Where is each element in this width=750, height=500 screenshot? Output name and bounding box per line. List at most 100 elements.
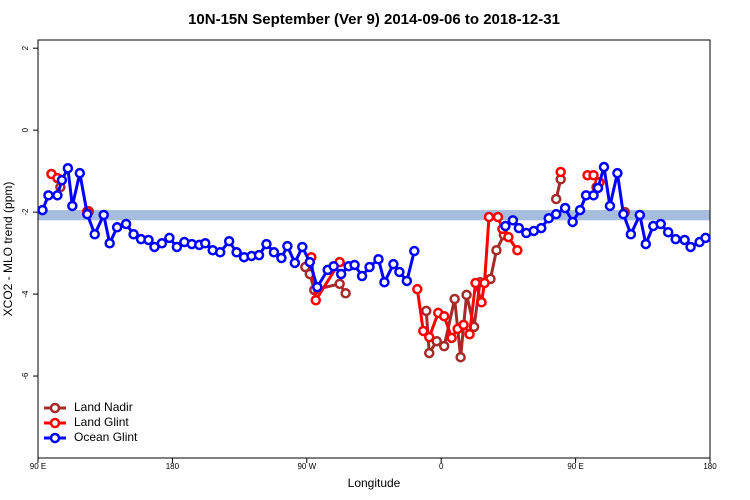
point	[297, 241, 308, 253]
point	[476, 297, 487, 308]
point	[379, 276, 390, 288]
point	[128, 228, 139, 240]
point	[310, 294, 322, 306]
point	[655, 218, 666, 230]
y-tick-label: -2	[21, 208, 30, 216]
point	[461, 289, 472, 301]
legend-marker	[49, 402, 61, 414]
point	[612, 167, 623, 179]
point	[598, 161, 610, 173]
point	[662, 226, 674, 238]
point	[289, 257, 301, 269]
point	[261, 238, 272, 250]
point	[164, 232, 175, 244]
point	[458, 319, 469, 331]
point	[507, 215, 519, 226]
point	[401, 275, 413, 287]
point	[640, 238, 652, 250]
point	[438, 310, 450, 322]
x-tick-label: 0	[439, 462, 444, 471]
point	[513, 222, 525, 234]
point	[455, 351, 466, 363]
x-tick-label: 180	[166, 462, 180, 471]
x-tick-label: 180	[703, 462, 717, 471]
point	[37, 204, 48, 216]
point	[483, 211, 495, 223]
point	[492, 211, 504, 223]
point	[592, 182, 604, 194]
y-tick-label: 0	[21, 127, 30, 132]
point	[214, 247, 226, 258]
point	[304, 256, 316, 268]
point	[143, 234, 154, 246]
point	[43, 190, 54, 201]
point	[438, 340, 450, 352]
point	[418, 325, 429, 337]
series-line	[50, 172, 601, 342]
point	[373, 253, 384, 265]
legend-marker	[49, 417, 61, 429]
point	[268, 247, 280, 258]
point	[412, 283, 423, 295]
point	[104, 238, 115, 249]
point	[700, 232, 711, 244]
reference-band	[38, 210, 710, 221]
chart-title: 10N-15N September (Ver 9) 2014-09-06 to …	[188, 11, 560, 28]
point	[388, 258, 399, 270]
point	[588, 190, 599, 201]
point	[449, 293, 460, 305]
x-tick-label: 90 E	[567, 462, 583, 471]
point	[550, 208, 562, 220]
point	[89, 228, 100, 240]
point	[464, 328, 475, 340]
plot-frame	[37, 39, 711, 459]
point	[543, 213, 554, 224]
point	[446, 332, 457, 344]
x-tick-label: 90 E	[30, 462, 46, 471]
point	[421, 305, 432, 317]
point	[111, 222, 123, 233]
point	[335, 268, 347, 280]
x-axis-label: Longitude	[348, 476, 401, 490]
point	[56, 174, 68, 186]
point	[156, 238, 168, 249]
point	[491, 244, 502, 256]
point	[223, 235, 235, 247]
point	[349, 259, 360, 271]
point	[424, 347, 435, 359]
point	[409, 245, 420, 257]
y-axis-label: XCO2 - MLO trend (ppm)	[1, 182, 15, 317]
point	[276, 252, 287, 264]
point	[328, 260, 339, 272]
point	[52, 190, 63, 201]
point	[231, 247, 242, 258]
point	[62, 163, 74, 174]
point	[555, 166, 566, 178]
legend-marker	[49, 432, 61, 444]
point	[559, 202, 571, 214]
point	[364, 261, 375, 273]
point	[536, 222, 547, 234]
y-tick-label: -6	[21, 372, 30, 380]
point	[171, 241, 183, 253]
legend-label: Ocean Glint	[74, 430, 138, 444]
point	[253, 249, 265, 261]
point	[200, 238, 211, 249]
point	[588, 169, 599, 181]
point	[604, 200, 616, 212]
point	[567, 216, 578, 228]
point	[312, 281, 323, 293]
point	[67, 200, 78, 212]
point	[574, 204, 586, 216]
point	[550, 193, 562, 205]
point	[479, 277, 490, 289]
point	[625, 228, 637, 240]
point	[679, 234, 690, 246]
point	[618, 208, 629, 220]
point	[431, 335, 442, 347]
y-tick-label: 2	[21, 45, 30, 50]
point	[334, 278, 345, 290]
